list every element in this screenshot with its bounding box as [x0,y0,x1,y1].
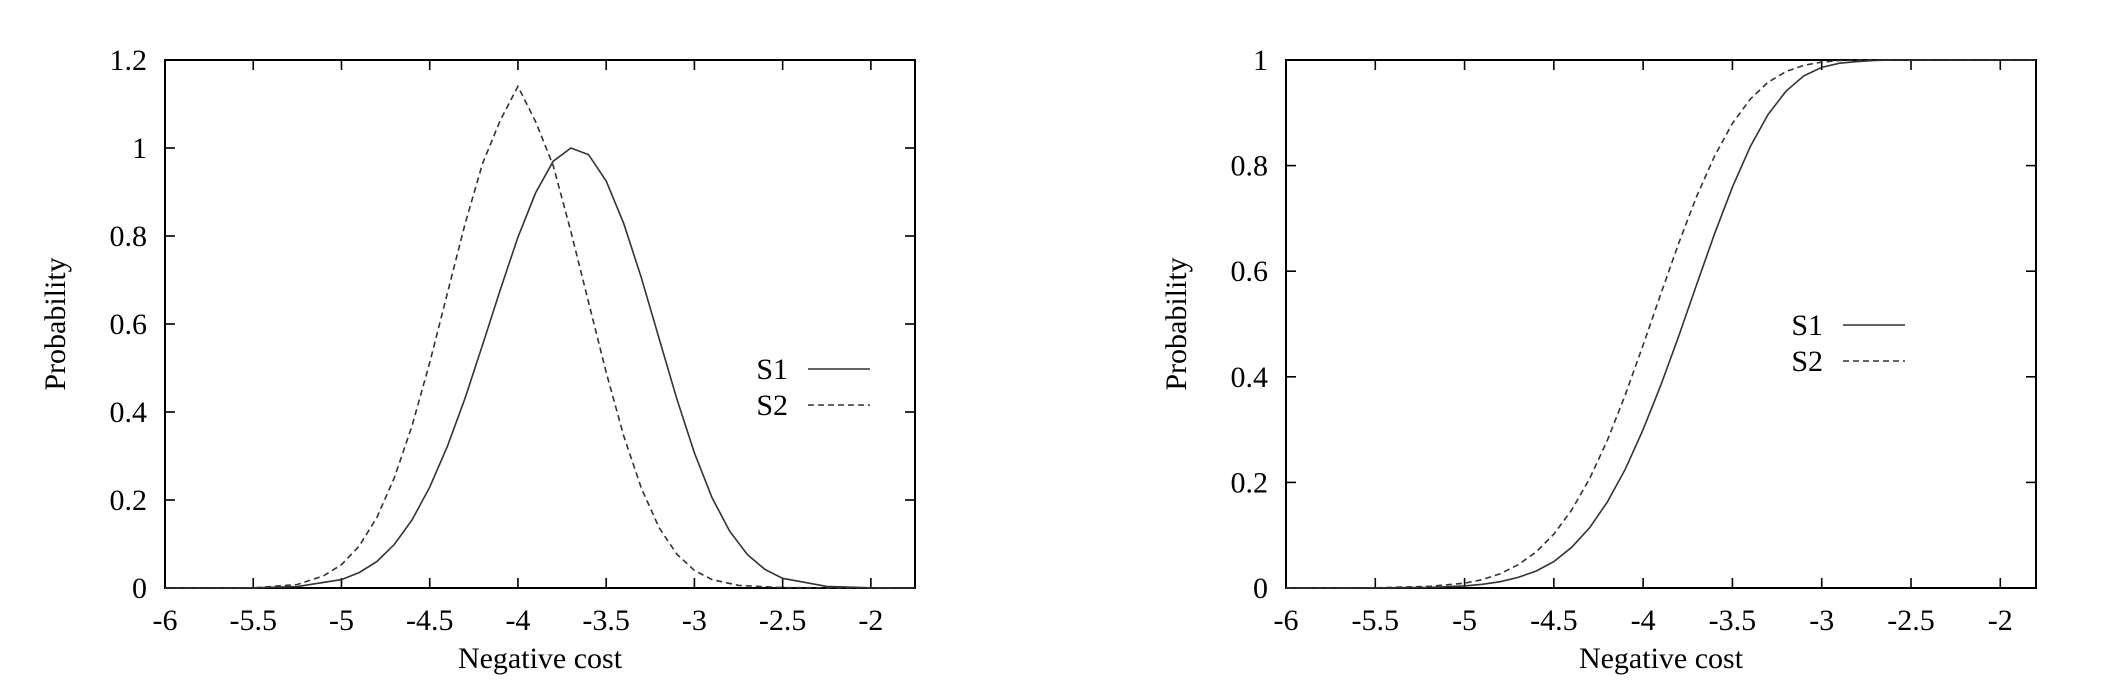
y-tick-label: 0.6 [110,308,148,341]
x-tick-label: -3.5 [1709,604,1757,637]
series-line-s1 [164,147,916,589]
x-tick-label: -5 [329,604,354,637]
x-tick-label: -4.5 [1530,604,1578,637]
series-line-s2 [1285,59,2036,589]
y-tick-label: 0.8 [1231,150,1269,183]
x-tick-label: -2.5 [1887,604,1935,637]
y-tick-label: 0.6 [1231,255,1269,288]
x-tick-label: -2 [858,604,883,637]
series-line-s2 [164,84,915,589]
x-tick-label: -5.5 [229,604,277,637]
x-tick-label: -4.5 [406,604,454,637]
legend-label-s2: S2 [1791,345,1823,378]
y-tick-label: 0.4 [1231,361,1269,394]
chart-panel-2: -6 -5.5 -5 -4.5 -4 -3.5 -3 -2.5 -2 0 0.2 0.4 0.6 0.8 1… [1160,44,2037,675]
y-tick-label: 0.2 [110,484,148,517]
y-tick-label: 1 [1253,44,1268,77]
x-tick-label: -5.5 [1352,604,1400,637]
x-tick-label: -4 [505,604,530,637]
x-tick-label: -2 [1988,604,2013,637]
x-axis-label: Negative cost [1579,642,1744,675]
y-tick-label: 0.8 [110,220,148,253]
x-tick-label: -4 [1631,604,1656,637]
plot-frame [164,59,916,589]
x-tick-label: -3.5 [582,604,630,637]
chart-panel-1: -6 -5.5 -5 -4.5 -4 -3.5 -3 -2.5 -2 0 0.2 0.4 0.6 0.8 1… [39,44,916,675]
legend-label-s1: S1 [1791,309,1823,342]
y-tick-label: 0 [132,572,147,605]
x-tick-label: -3 [1809,604,1834,637]
x-tick-label: -6 [1274,604,1299,637]
y-axis-label: Probability [1160,257,1193,390]
x-axis-label: Negative cost [458,642,623,675]
x-tick-label: -3 [682,604,707,637]
x-tick-label: -2.5 [759,604,807,637]
y-tick-label: 0.2 [1231,466,1269,499]
legend-label-s1: S1 [756,353,788,386]
legend-label-s2: S2 [756,389,788,422]
x-tick-label: -5 [1452,604,1477,637]
y-tick-label: 0.4 [110,396,148,429]
x-tick-label: -6 [153,604,178,637]
series-line-s1 [1285,59,2036,589]
y-tick-label: 0 [1253,572,1268,605]
plot-frame [1285,59,2037,589]
y-tick-label: 1 [132,132,147,165]
y-tick-label: 1.2 [110,44,148,77]
y-axis-label: Probability [39,257,72,390]
